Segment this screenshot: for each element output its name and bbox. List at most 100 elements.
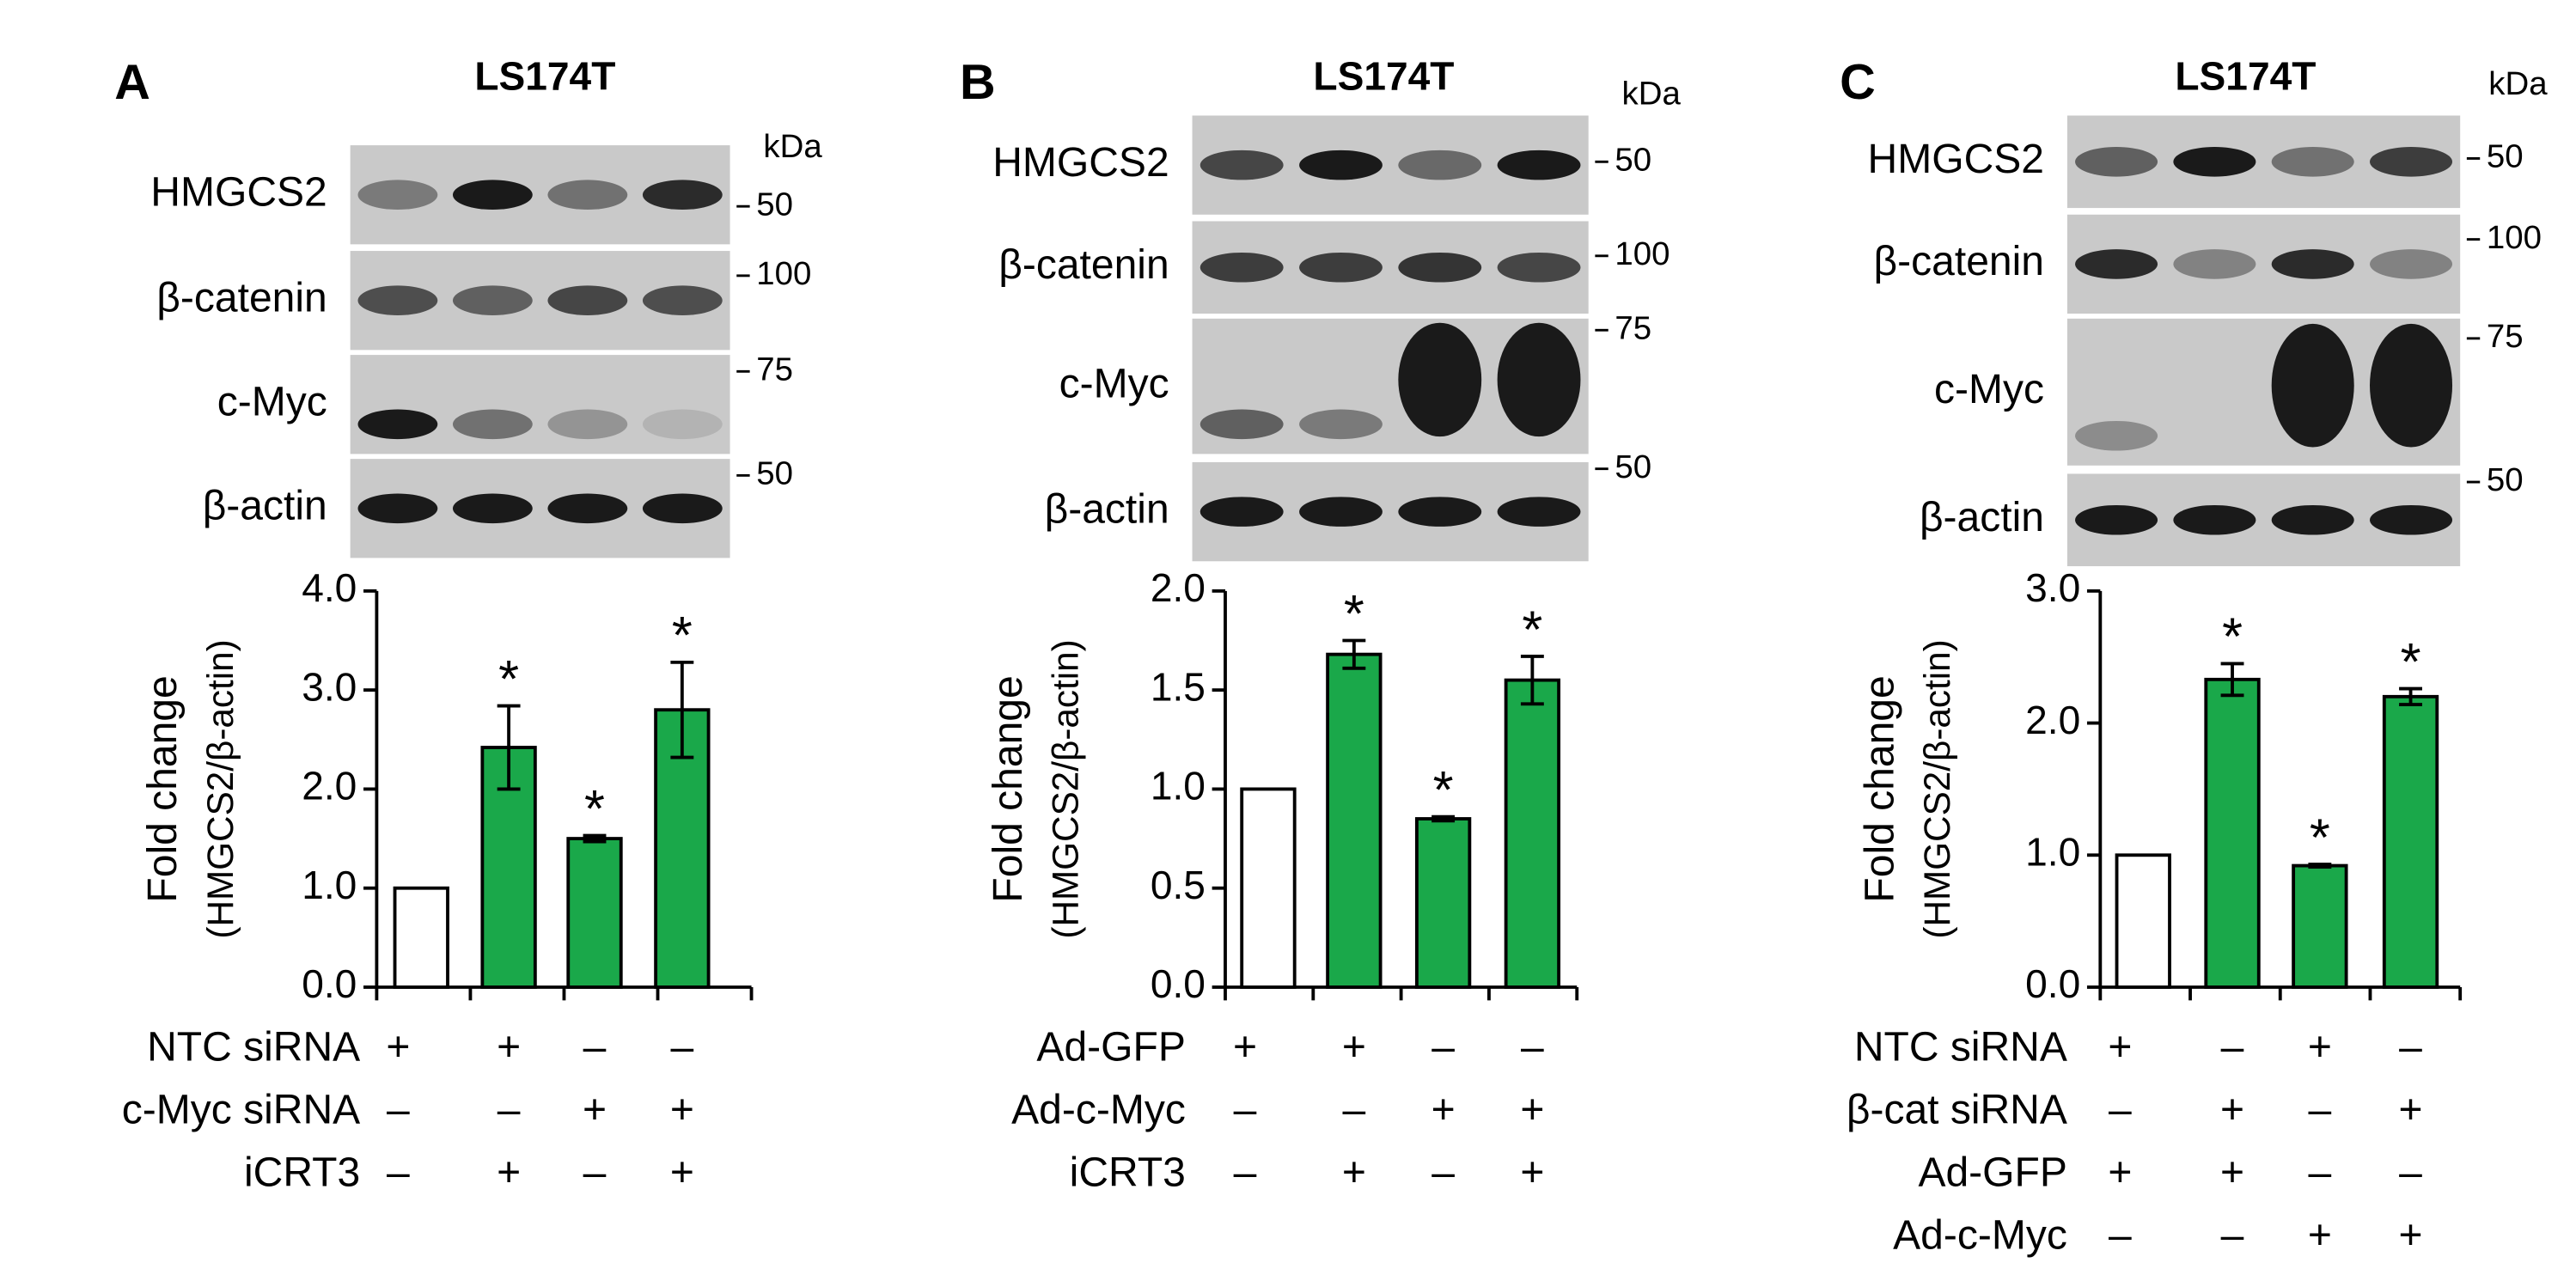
blot-band bbox=[2075, 147, 2158, 177]
blot-band bbox=[1299, 497, 1383, 527]
condition-name: NTC siRNA bbox=[1854, 1025, 2067, 1071]
significance: * bbox=[584, 779, 605, 839]
blot-label: HMGCS2 bbox=[992, 140, 1169, 186]
panel-label: C bbox=[1840, 55, 1876, 110]
blot-band bbox=[452, 493, 533, 524]
y-tick-label: 0.0 bbox=[1151, 961, 1206, 1006]
blot-band bbox=[2173, 147, 2256, 177]
blot-band bbox=[1398, 149, 1482, 180]
blot-background bbox=[350, 355, 730, 454]
y-axis-label: (HMGCS2/β-actin) bbox=[1046, 639, 1086, 938]
condition-sign: – bbox=[583, 1150, 607, 1196]
bar bbox=[566, 837, 623, 989]
blot-band bbox=[357, 493, 438, 524]
y-tick-label: 1.0 bbox=[302, 863, 357, 907]
y-tick-label: 1.0 bbox=[1151, 764, 1206, 808]
condition-sign: – bbox=[1431, 1025, 1455, 1071]
y-axis-label: Fold change bbox=[1857, 675, 1902, 902]
blot-band bbox=[2370, 323, 2453, 448]
condition-sign: – bbox=[497, 1088, 521, 1133]
bar bbox=[1414, 817, 1472, 989]
blot-band bbox=[1497, 497, 1581, 527]
condition-name: c-Myc siRNA bbox=[122, 1088, 360, 1133]
blot-band bbox=[547, 409, 628, 440]
blot-band bbox=[547, 180, 628, 210]
condition-sign: + bbox=[2108, 1150, 2132, 1196]
blot-band bbox=[642, 180, 723, 210]
blot-band bbox=[2075, 420, 2158, 451]
blot-band bbox=[357, 285, 438, 315]
blot-band bbox=[2173, 504, 2256, 535]
bar bbox=[393, 886, 449, 989]
significance: * bbox=[1344, 584, 1364, 644]
marker-label: 75 bbox=[756, 351, 793, 387]
blot-band bbox=[642, 409, 723, 440]
condition-sign: + bbox=[2308, 1213, 2332, 1259]
condition-name: iCRT3 bbox=[1070, 1150, 1186, 1196]
blot-band bbox=[2271, 323, 2354, 448]
blot-title: LS174T bbox=[2175, 53, 2316, 98]
condition-sign: + bbox=[670, 1088, 694, 1133]
blot-band bbox=[452, 285, 533, 315]
condition-sign: – bbox=[670, 1025, 693, 1071]
blot-band bbox=[1398, 497, 1482, 527]
blot-band bbox=[2370, 504, 2453, 535]
error-bar bbox=[2220, 662, 2244, 698]
blot-title: LS174T bbox=[474, 53, 615, 98]
error-bar bbox=[2399, 686, 2422, 706]
blot-band bbox=[547, 493, 628, 524]
marker-label: 50 bbox=[756, 455, 793, 492]
y-tick-label: 0.5 bbox=[1151, 863, 1206, 907]
significance: * bbox=[2310, 808, 2330, 867]
condition-sign: – bbox=[2399, 1150, 2422, 1196]
condition-sign: + bbox=[2220, 1088, 2244, 1133]
bar bbox=[2204, 677, 2261, 989]
condition-sign: – bbox=[2309, 1150, 2332, 1196]
condition-sign: – bbox=[1431, 1150, 1455, 1196]
condition-name: NTC siRNA bbox=[147, 1025, 360, 1071]
blot-label: β-actin bbox=[1045, 486, 1169, 532]
y-tick-label: 2.0 bbox=[1151, 565, 1206, 610]
marker-label: 75 bbox=[1615, 309, 1651, 346]
condition-sign: + bbox=[1342, 1150, 1366, 1196]
condition-name: Ad-c-Myc bbox=[1011, 1088, 1186, 1133]
blot-band bbox=[1199, 252, 1284, 283]
blot-band bbox=[642, 493, 723, 524]
blot-label: β-catenin bbox=[998, 242, 1169, 288]
y-tick-label: 4.0 bbox=[302, 565, 357, 610]
blot-band bbox=[1199, 149, 1284, 180]
blot-band bbox=[2370, 249, 2453, 279]
blot-band bbox=[1299, 252, 1383, 283]
marker-label: 100 bbox=[1615, 235, 1670, 272]
condition-sign: + bbox=[1520, 1150, 1544, 1196]
condition-sign: – bbox=[387, 1088, 410, 1133]
kda-label: kDa bbox=[2488, 65, 2548, 102]
y-tick-label: 1.5 bbox=[1151, 664, 1206, 709]
condition-sign: + bbox=[1520, 1088, 1544, 1133]
error-bar bbox=[1342, 638, 1366, 670]
condition-sign: + bbox=[2399, 1088, 2423, 1133]
condition-sign: + bbox=[2220, 1150, 2244, 1196]
bar bbox=[2115, 853, 2171, 989]
blot-band bbox=[1497, 252, 1581, 283]
condition-sign: – bbox=[2221, 1025, 2244, 1071]
blot-band bbox=[452, 409, 533, 440]
condition-sign: + bbox=[2308, 1025, 2332, 1071]
blot-band bbox=[1398, 252, 1482, 283]
blot-title: LS174T bbox=[1313, 53, 1454, 98]
condition-sign: – bbox=[2221, 1213, 2244, 1259]
bar bbox=[1504, 678, 1561, 989]
condition-sign: + bbox=[497, 1150, 521, 1196]
y-tick-label: 3.0 bbox=[2025, 565, 2080, 610]
blot-label: β-catenin bbox=[1874, 239, 2044, 284]
panel-label: A bbox=[114, 55, 150, 110]
condition-sign: + bbox=[497, 1025, 521, 1071]
condition-sign: – bbox=[1234, 1088, 1257, 1133]
blot-band bbox=[2370, 147, 2453, 177]
y-axis-label: (HMGCS2/β-actin) bbox=[1917, 639, 1957, 938]
significance: * bbox=[2222, 607, 2243, 667]
condition-sign: – bbox=[1234, 1150, 1257, 1196]
blot-band bbox=[1199, 497, 1284, 527]
error-bar bbox=[1431, 814, 1456, 823]
panel-label: B bbox=[960, 55, 996, 110]
